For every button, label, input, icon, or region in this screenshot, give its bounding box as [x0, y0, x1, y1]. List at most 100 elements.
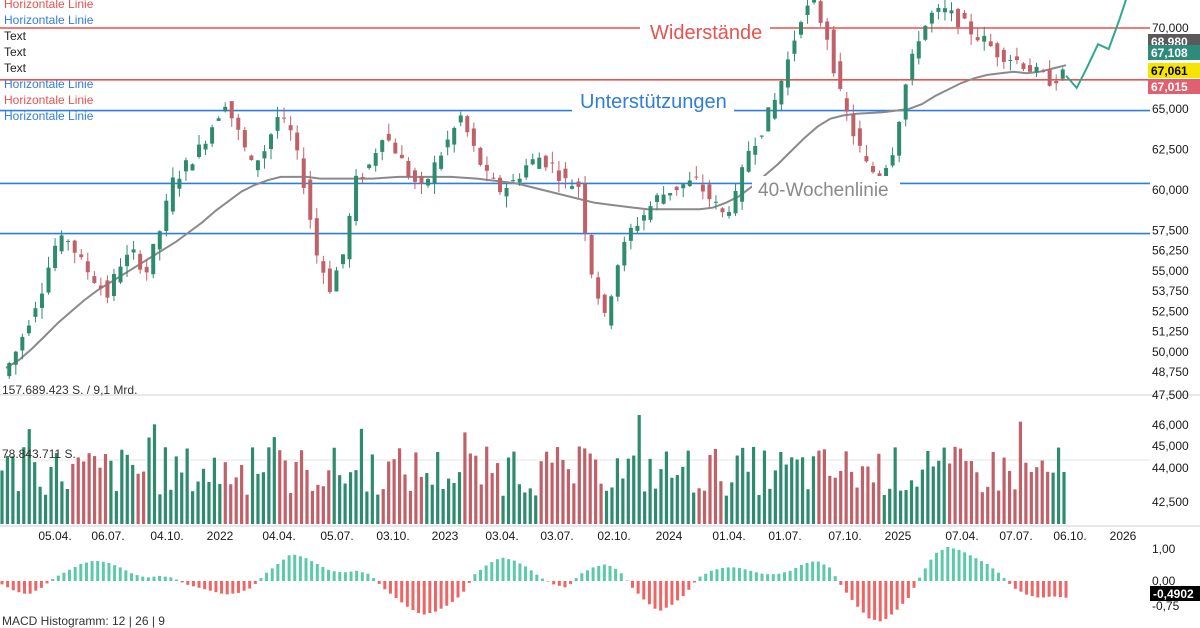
volume-bar — [931, 466, 935, 524]
macd-bar — [338, 572, 342, 581]
candle-body — [962, 12, 967, 19]
legend-item[interactable]: Horizontale Linie — [4, 93, 94, 107]
volume-bar — [496, 463, 500, 524]
volume-bar — [387, 461, 391, 524]
candle-body — [628, 227, 633, 241]
volume-bar — [512, 451, 516, 524]
macd-bar — [1036, 581, 1040, 598]
macd-bar — [963, 552, 967, 581]
macd-bar — [647, 581, 651, 605]
forecast-line — [1065, 0, 1127, 90]
candle-body — [347, 215, 352, 260]
volume-bar — [485, 446, 489, 524]
volume-bar — [795, 459, 799, 524]
price-tick-label: 51,250 — [1152, 325, 1189, 339]
macd-bar — [141, 576, 145, 581]
candle-body — [897, 121, 902, 156]
volume-bar — [577, 446, 581, 524]
macd-bar — [940, 549, 944, 581]
macd-bar — [433, 581, 437, 612]
volume-bar — [370, 454, 374, 524]
macd-bar — [68, 569, 72, 581]
candle-body — [1054, 80, 1059, 84]
candle-body — [779, 80, 784, 105]
macd-bar — [591, 567, 595, 581]
volume-bar — [942, 447, 946, 524]
time-tick-label: 07.10. — [828, 529, 861, 543]
legend-item[interactable]: Horizontale Linie — [4, 77, 94, 91]
volume-bar — [381, 489, 385, 524]
grid-lines — [0, 394, 1200, 527]
macd-bar — [79, 564, 83, 581]
candle-body — [314, 218, 319, 256]
macd-bar — [186, 581, 190, 585]
macd-bar — [360, 572, 364, 581]
legend-item[interactable]: Text — [4, 45, 27, 59]
legend-item[interactable]: Text — [4, 29, 27, 43]
candle-body — [66, 240, 71, 242]
volume-bar — [506, 457, 511, 524]
candle-body — [334, 270, 339, 292]
macd-bar — [816, 561, 820, 581]
candle-body — [825, 21, 830, 40]
volume-bar — [653, 488, 658, 524]
macd-tick-label: -0,75 — [1152, 599, 1180, 613]
macd-bar — [180, 581, 184, 583]
candle-body — [956, 8, 961, 28]
macd-bar — [732, 567, 736, 581]
legend-item[interactable]: Horizontale Linie — [4, 13, 94, 27]
macd-bar — [895, 581, 899, 610]
macd-bar — [96, 561, 100, 581]
volume-scale-tick: 42,500 — [1152, 495, 1189, 509]
macd-bar — [659, 581, 663, 611]
volume-bar — [1051, 472, 1055, 524]
volume-bar — [397, 448, 402, 524]
volume-bar — [22, 447, 26, 524]
candle-body — [236, 117, 241, 130]
candle-body — [635, 225, 640, 231]
volume-bar — [103, 454, 108, 524]
volume-bar — [1007, 471, 1012, 524]
volume-bar — [866, 466, 870, 524]
macd-bar — [822, 564, 826, 581]
macd-bar — [343, 572, 347, 581]
macd-bar — [794, 567, 798, 581]
macd-bar — [118, 567, 122, 581]
resistance-label[interactable]: Widerstände — [650, 22, 762, 44]
volume-bar — [419, 476, 423, 524]
volume-bars — [0, 415, 1066, 524]
macd-bar — [163, 576, 167, 581]
ma-label[interactable]: 40-Wochenlinie — [758, 180, 889, 201]
volume-bar — [545, 451, 549, 524]
macd-bar — [6, 581, 10, 588]
macd-bar — [552, 581, 556, 585]
volume-bar — [664, 451, 669, 524]
support-label[interactable]: Unterstützungen — [580, 91, 727, 113]
volume-bar — [528, 488, 532, 524]
macd-bar — [766, 574, 770, 581]
macd-bar — [614, 568, 618, 581]
candle-body — [844, 98, 849, 112]
legend-item[interactable]: Horizontale Linie — [4, 109, 94, 123]
legend-item[interactable]: Horizontale Linie — [4, 0, 94, 11]
candle-body — [1060, 69, 1065, 79]
macd-bar — [276, 564, 280, 581]
macd-bar — [805, 563, 809, 581]
macd-bar — [850, 581, 854, 600]
candle-body — [426, 179, 431, 186]
macd-bar — [445, 581, 449, 606]
volume-bar — [457, 472, 462, 524]
macd-bar — [236, 581, 240, 593]
volume-bar — [523, 492, 527, 524]
time-tick-label: 05.04. — [38, 529, 71, 543]
candle-body — [622, 241, 627, 266]
time-tick-label: 03.04. — [485, 529, 518, 543]
candle-body — [125, 254, 130, 267]
candle-body — [929, 12, 934, 24]
volume-bar — [354, 470, 358, 524]
candle-body — [282, 117, 287, 119]
macd-bar — [912, 581, 916, 588]
candle-body — [903, 84, 908, 120]
candle-body — [321, 261, 326, 273]
legend-item[interactable]: Text — [4, 61, 27, 75]
